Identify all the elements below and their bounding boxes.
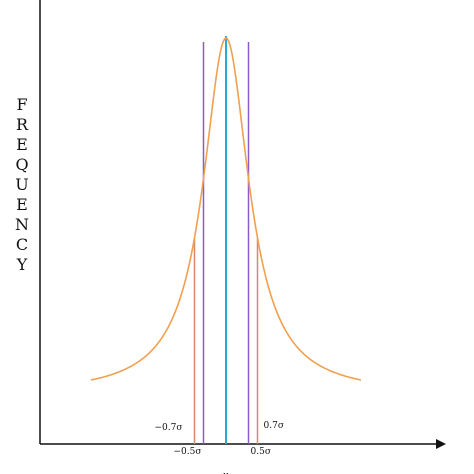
y-axis-label-letter: Q bbox=[15, 155, 28, 174]
sigma-label: 0.5σ bbox=[251, 447, 271, 457]
y-axis-label-letter: F bbox=[16, 95, 27, 114]
sigma-markers bbox=[193, 36, 259, 444]
y-axis-label-letter: Y bbox=[16, 255, 28, 274]
y-axis-label-letter: U bbox=[15, 175, 28, 194]
sigma-labels: −0.7σ −0.5σ 0.5σ 0.7σ bbox=[155, 421, 284, 457]
x-axis-label: μ bbox=[223, 471, 229, 474]
sigma-label: −0.5σ bbox=[174, 447, 202, 457]
sigma-label: −0.7σ bbox=[155, 423, 183, 433]
sigma-label: 0.7σ bbox=[264, 421, 284, 431]
y-axis-label-letter: E bbox=[16, 135, 28, 154]
y-axis-label-letter: E bbox=[16, 195, 28, 214]
y-axis-label-letter: C bbox=[16, 235, 28, 254]
x-axis-arrow-icon bbox=[436, 439, 446, 449]
frequency-curve bbox=[90, 37, 362, 381]
y-axis-label-letter: R bbox=[16, 115, 29, 134]
y-axis-label-letter: N bbox=[15, 215, 29, 234]
